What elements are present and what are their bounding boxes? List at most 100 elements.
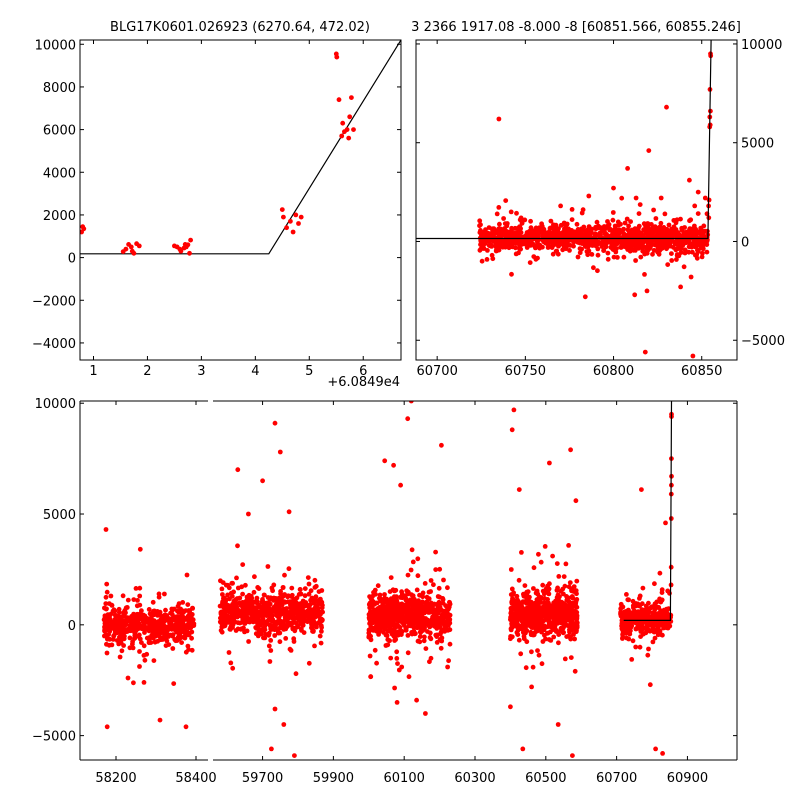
- data-point: [506, 242, 511, 248]
- data-point: [275, 628, 281, 634]
- data-point: [603, 238, 609, 244]
- data-point: [657, 229, 662, 235]
- data-point: [318, 596, 323, 602]
- data-point: [319, 600, 325, 606]
- data-point: [170, 626, 176, 632]
- data-point: [535, 648, 540, 653]
- data-point: [265, 595, 271, 600]
- data-point: [566, 633, 571, 639]
- data-point: [508, 209, 514, 215]
- data-point: [111, 633, 116, 639]
- data-point: [122, 628, 128, 633]
- data-point: [294, 621, 299, 626]
- data-point: [678, 242, 684, 248]
- data-point: [404, 608, 410, 614]
- data-point: [566, 543, 571, 548]
- data-point: [513, 621, 518, 626]
- data-point: [565, 230, 571, 236]
- data-point: [500, 228, 505, 233]
- data-point: [170, 633, 175, 639]
- top-right-x-tick-label: 60750: [505, 364, 546, 379]
- data-point: [646, 148, 652, 154]
- data-point: [230, 615, 236, 620]
- data-point: [260, 599, 266, 605]
- top-left-y-tick-label: −4000: [32, 337, 76, 352]
- data-point: [496, 116, 502, 122]
- data-point: [681, 230, 687, 235]
- data-point: [150, 599, 156, 605]
- data-point: [620, 619, 625, 625]
- data-point: [569, 586, 574, 592]
- data-point: [319, 618, 325, 624]
- data-point: [653, 216, 659, 221]
- data-point: [568, 626, 574, 632]
- data-point: [248, 599, 254, 605]
- data-point: [430, 617, 435, 623]
- bottom-x-tick-label: 60100: [384, 771, 425, 786]
- data-point: [405, 589, 411, 595]
- data-point: [151, 658, 157, 663]
- data-point: [447, 641, 453, 647]
- data-point: [497, 221, 502, 227]
- data-point: [405, 650, 411, 656]
- data-point: [624, 592, 629, 597]
- data-point: [626, 636, 632, 642]
- data-point: [573, 599, 579, 604]
- data-point: [383, 616, 389, 621]
- data-point: [127, 635, 133, 641]
- data-point: [163, 607, 168, 613]
- data-point: [650, 238, 656, 244]
- data-point: [228, 605, 234, 611]
- data-point: [415, 573, 421, 579]
- data-point: [615, 230, 621, 236]
- data-point: [703, 238, 709, 244]
- data-point: [256, 586, 262, 591]
- data-point: [267, 659, 273, 664]
- data-point: [522, 583, 528, 588]
- data-point: [649, 242, 655, 248]
- data-point: [222, 621, 228, 627]
- data-point: [180, 600, 186, 605]
- data-point: [400, 602, 406, 608]
- data-point: [543, 616, 549, 622]
- data-point: [131, 597, 137, 602]
- data-point: [334, 54, 340, 60]
- data-point: [622, 220, 628, 226]
- data-point: [438, 645, 444, 651]
- data-point: [416, 623, 422, 629]
- data-point: [406, 674, 412, 680]
- data-point: [225, 592, 231, 598]
- data-point: [629, 614, 635, 619]
- data-point: [104, 589, 110, 595]
- data-point: [516, 487, 522, 492]
- data-point: [569, 217, 575, 223]
- data-point: [665, 262, 671, 267]
- data-point: [567, 613, 573, 618]
- data-point: [638, 254, 644, 260]
- data-point: [664, 104, 669, 110]
- data-point: [447, 599, 452, 605]
- data-point: [539, 236, 545, 242]
- data-point: [516, 250, 521, 256]
- data-point: [605, 250, 611, 256]
- data-point: [298, 591, 304, 597]
- data-point: [554, 611, 560, 616]
- data-point: [103, 632, 109, 638]
- data-point: [376, 629, 382, 635]
- data-point: [411, 596, 416, 602]
- data-point: [219, 586, 225, 592]
- data-point: [556, 230, 561, 236]
- data-point: [641, 626, 646, 632]
- data-point: [556, 640, 561, 646]
- data-point: [544, 630, 550, 636]
- data-point: [374, 600, 380, 606]
- data-point: [111, 607, 117, 613]
- data-point: [401, 622, 407, 628]
- data-point: [439, 442, 444, 448]
- data-point: [532, 243, 537, 249]
- data-point: [644, 288, 650, 294]
- data-point: [572, 608, 577, 614]
- data-point: [579, 246, 584, 252]
- data-point: [558, 222, 564, 228]
- data-point: [589, 252, 595, 257]
